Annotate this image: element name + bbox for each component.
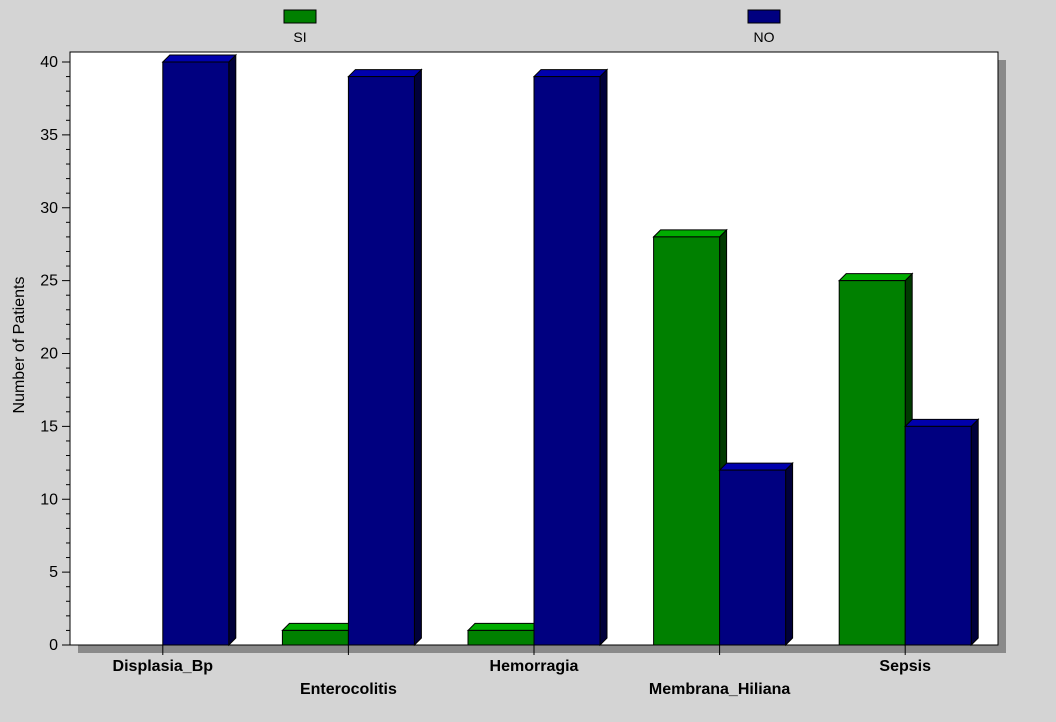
bar-front xyxy=(904,425,972,646)
bar-no-hemorragia xyxy=(532,68,609,647)
legend-swatch xyxy=(747,9,781,24)
bars xyxy=(161,53,980,647)
y-tick-label: 5 xyxy=(49,564,58,581)
bar-front xyxy=(281,629,349,646)
bar-no-enterocolitis xyxy=(347,68,423,647)
y-tick-label: 35 xyxy=(40,127,58,144)
y-tick-label: 0 xyxy=(49,637,58,654)
bar-top xyxy=(281,622,357,631)
bar-si-membrana_hiliana xyxy=(652,228,728,647)
x-tick-label: Membrana_Hiliana xyxy=(649,681,790,698)
y-tick-label: 40 xyxy=(40,54,58,71)
bar-side xyxy=(970,418,979,647)
legend-label: NO xyxy=(754,29,775,45)
bar-top xyxy=(347,69,423,78)
legend-item-no: NO xyxy=(747,9,781,45)
bar-front xyxy=(838,280,906,646)
x-tick-label: Hemorragia xyxy=(490,658,579,675)
bar-top xyxy=(718,462,794,471)
bar-side xyxy=(785,461,794,647)
x-tick-label: Displasia_Bp xyxy=(113,658,214,675)
legend-label: SI xyxy=(293,29,306,45)
y-tick-label: 30 xyxy=(40,200,58,217)
legend: SI NO xyxy=(283,9,781,45)
axes: 0 5 10 15 20 25 30 35 40 Displasia_Bp Enterocoliti… xyxy=(40,54,931,698)
bar-si-enterocolitis xyxy=(281,622,357,647)
bar-top xyxy=(652,229,728,238)
bar-top xyxy=(466,622,543,631)
bar-top xyxy=(837,273,914,282)
bar-top xyxy=(532,69,609,78)
bar-side xyxy=(413,68,422,647)
legend-item-si: SI xyxy=(283,9,317,45)
bar-side xyxy=(599,68,608,647)
bar-front xyxy=(653,236,721,646)
x-tick-label: Enterocolitis xyxy=(300,681,397,698)
bar-si-sepsis xyxy=(837,272,914,647)
bar-no-displasia_bp xyxy=(161,53,238,647)
bar-no-membrana_hiliana xyxy=(718,461,794,647)
bar-front xyxy=(719,469,787,646)
y-tick-label: 20 xyxy=(40,346,58,363)
bar-front xyxy=(467,629,535,646)
y-tick-label: 25 xyxy=(40,273,58,290)
y-tick-label: 10 xyxy=(40,491,58,508)
bar-front xyxy=(533,76,601,646)
bar-top xyxy=(903,418,980,427)
x-tick-label: Sepsis xyxy=(879,658,931,675)
legend-swatch xyxy=(283,9,317,24)
bar-si-hemorragia xyxy=(466,622,543,647)
bar-top xyxy=(161,54,238,63)
y-tick-label: 15 xyxy=(40,418,58,435)
bar-front xyxy=(347,76,415,646)
bar-side xyxy=(228,53,237,647)
y-axis-label: Number of Patients xyxy=(11,277,28,414)
bar-no-sepsis xyxy=(903,418,980,647)
bar-front xyxy=(162,61,230,646)
